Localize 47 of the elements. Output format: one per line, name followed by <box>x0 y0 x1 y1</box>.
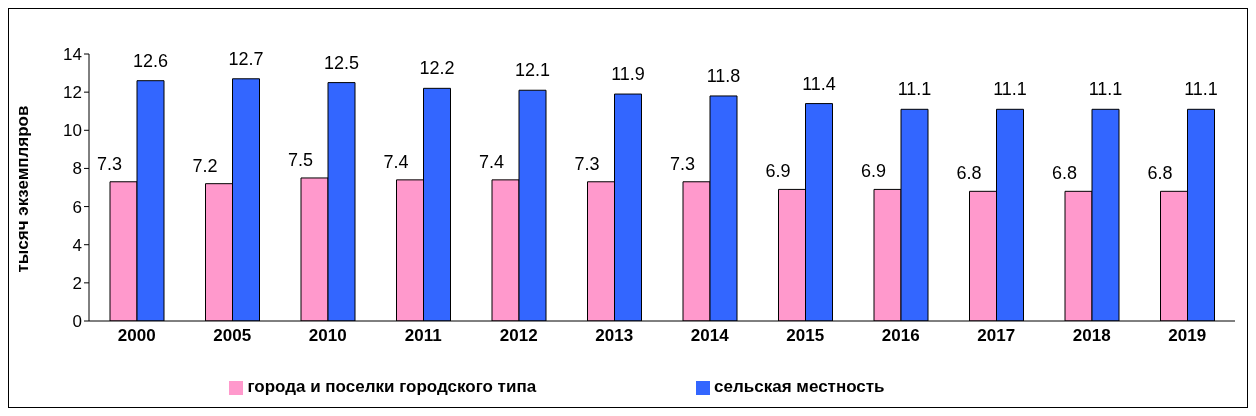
data-label: 6.9 <box>860 161 887 182</box>
x-tick-label: 2018 <box>1072 326 1111 346</box>
data-label: 6.8 <box>1147 163 1173 184</box>
y-tick-label: 14 <box>63 45 82 65</box>
data-label: 7.3 <box>96 153 123 174</box>
data-label: 6.8 <box>1051 163 1078 184</box>
y-tick-label: 0 <box>72 312 82 332</box>
data-label: 12.5 <box>323 52 360 73</box>
y-tick-label: 6 <box>72 197 82 217</box>
y-tick-label: 12 <box>63 83 82 103</box>
y-axis-title: тысяч экземпляров <box>13 105 33 273</box>
data-label: 11.1 <box>1088 79 1123 100</box>
data-label: 11.9 <box>611 64 645 85</box>
data-label: 11.8 <box>706 65 741 86</box>
data-label: 7.3 <box>669 153 696 174</box>
data-label: 12.6 <box>132 50 169 71</box>
x-tick-label: 2005 <box>213 326 252 346</box>
data-label: 11.1 <box>993 79 1027 100</box>
x-tick-label: 2010 <box>308 326 347 346</box>
data-label: 11.1 <box>897 79 932 100</box>
data-label: 7.4 <box>478 151 505 172</box>
y-tick-label: 10 <box>63 121 82 141</box>
x-tick-label: 2000 <box>117 326 156 346</box>
data-label: 7.3 <box>574 153 600 174</box>
x-tick-label: 2011 <box>404 326 442 346</box>
data-label: 12.1 <box>514 60 551 81</box>
x-tick-label: 2013 <box>595 326 634 346</box>
x-tick-label: 2014 <box>690 326 730 346</box>
y-tick-label: 2 <box>72 273 82 293</box>
data-label: 12.7 <box>228 48 264 69</box>
data-label: 7.2 <box>192 155 218 176</box>
data-label: 6.9 <box>765 161 791 182</box>
x-tick-label: 2016 <box>881 326 920 346</box>
data-label: 7.4 <box>383 151 409 172</box>
y-tick-label: 8 <box>72 159 82 179</box>
data-label: 7.5 <box>287 149 314 170</box>
x-tick-label: 2019 <box>1168 326 1207 346</box>
legend-label: сельская местность <box>714 377 885 396</box>
x-tick-label: 2015 <box>786 326 825 346</box>
x-tick-label: 2012 <box>499 326 538 346</box>
x-tick-label: 2017 <box>977 326 1016 346</box>
data-label: 6.8 <box>956 163 982 184</box>
data-label: 11.1 <box>1184 79 1218 100</box>
y-tick-label: 4 <box>72 235 82 255</box>
data-label: 12.2 <box>419 58 455 79</box>
data-label: 11.4 <box>802 73 836 94</box>
legend-label: города и поселки городского типа <box>247 377 537 396</box>
